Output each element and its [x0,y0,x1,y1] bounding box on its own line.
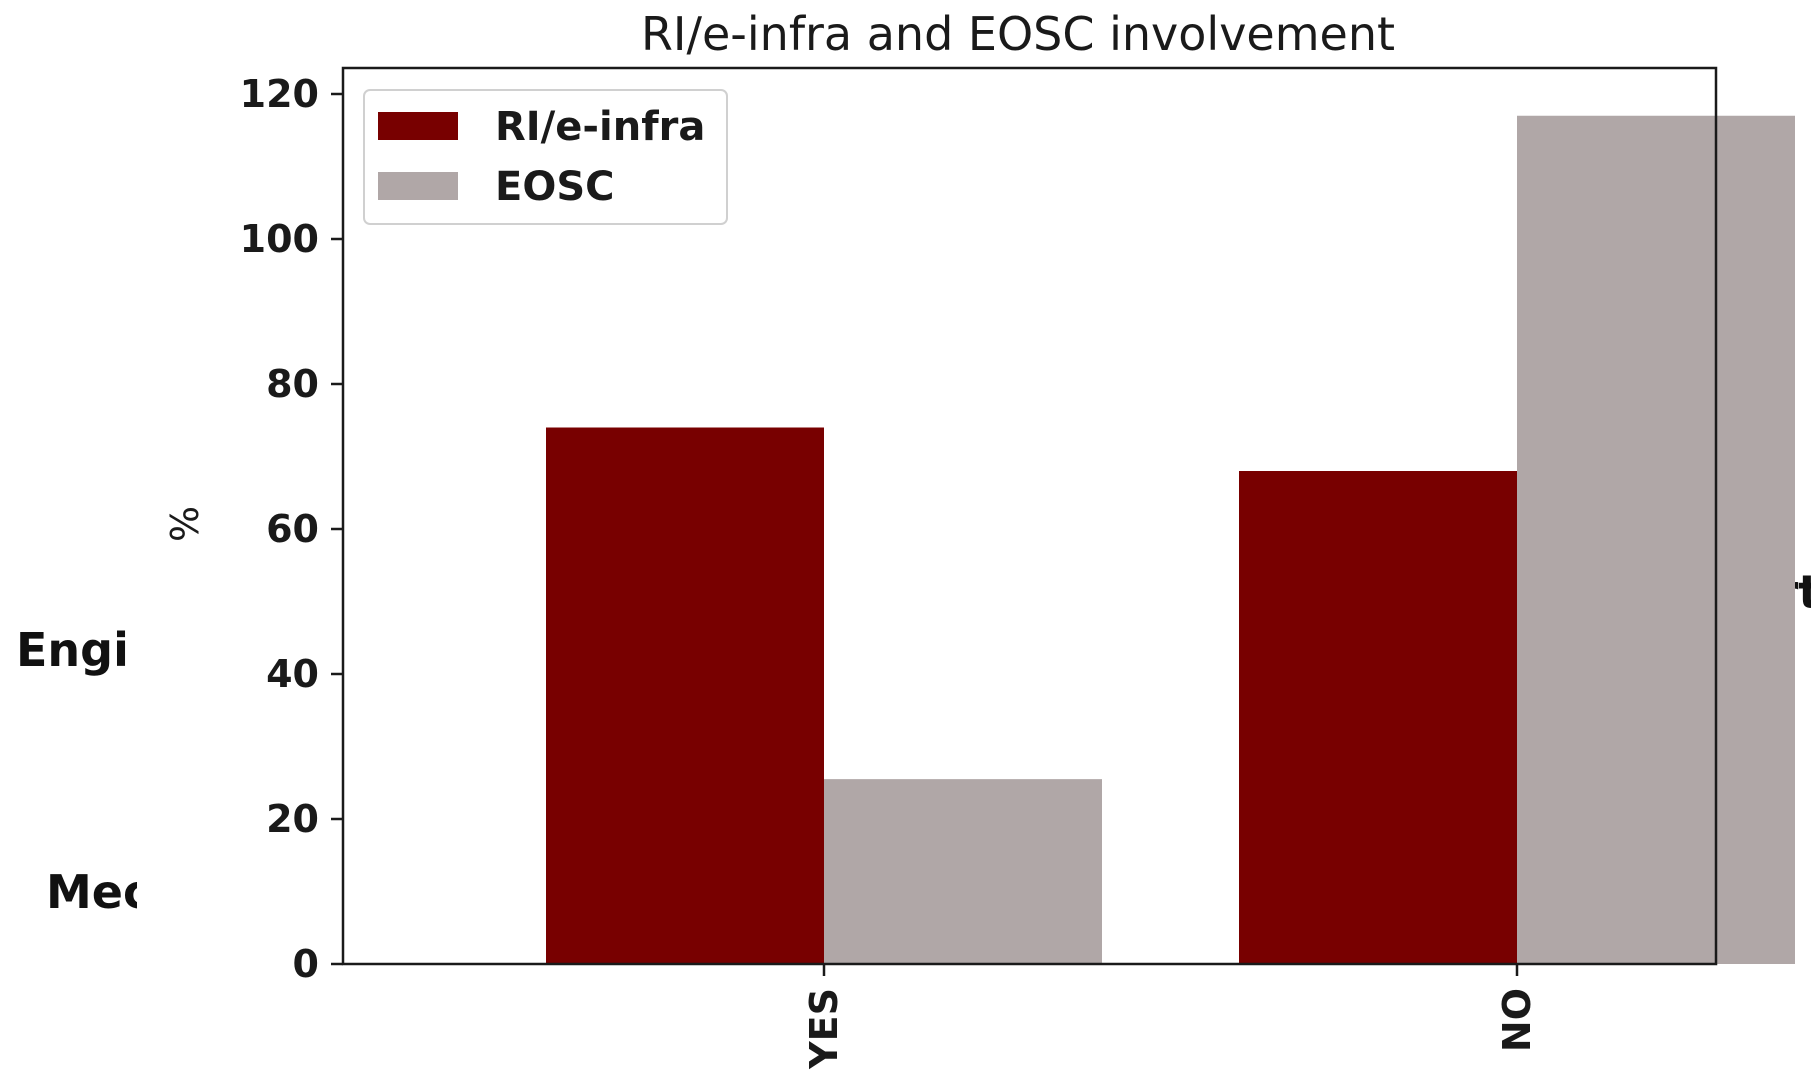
bar-eosc-no [1517,115,1795,964]
y-axis-label: % [163,506,207,542]
legend-swatch-eosc [378,172,458,200]
background-label-left-bottom: Mec [46,865,150,919]
chart-title: RI/e-infra and EOSC involvement [641,7,1395,61]
plot-frame [341,66,1718,966]
bar-ri-e-infra-yes [546,427,824,964]
legend: RI/e-infra EOSC [363,89,728,225]
y-axis-ticks: 0 20 40 60 80 100 120 [240,72,343,986]
legend-label-eosc: EOSC [495,164,615,210]
background-label-left-top: Engi [16,623,129,677]
y-tick-label: 0 [293,942,319,986]
y-tick-label: 20 [266,797,319,841]
bar-eosc-yes [824,779,1102,964]
bars-group [546,115,1795,964]
bar-ri-e-infra-no [1239,471,1517,964]
legend-label-ri-e-infra: RI/e-infra [495,104,705,150]
y-tick-label: 40 [266,652,319,696]
y-tick-label: 60 [266,507,319,551]
legend-swatch-ri-e-infra [378,112,458,140]
x-tick-label-yes: YES [802,988,846,1070]
y-tick-label: 120 [240,72,319,116]
y-tick-label: 80 [266,362,319,406]
x-axis-ticks: YES NO [802,964,1539,1070]
x-tick-label-no: NO [1495,988,1539,1052]
y-tick-label: 100 [240,217,319,261]
